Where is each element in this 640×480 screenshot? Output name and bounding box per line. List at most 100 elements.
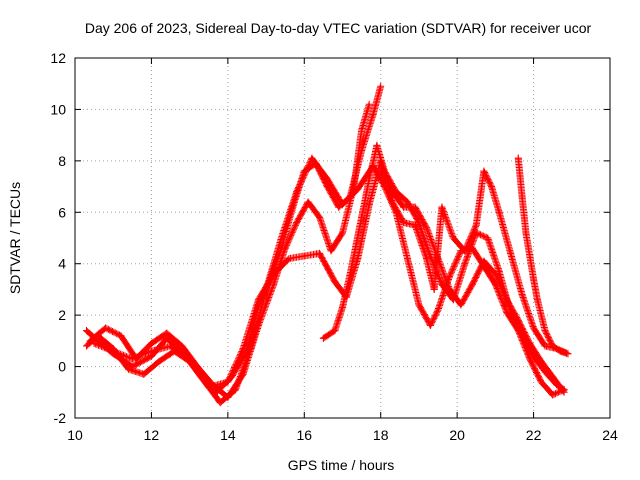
x-tick-label: 22 [526, 427, 542, 443]
data-point [549, 373, 557, 381]
plus-marker-segment [514, 154, 526, 199]
data-point [514, 327, 522, 335]
x-tick-label: 24 [602, 427, 618, 443]
data-point [480, 167, 488, 175]
data-point [403, 255, 411, 263]
data-point [323, 175, 331, 183]
x-tick-label: 10 [67, 427, 83, 443]
data-point [239, 345, 247, 353]
chart-title: Day 206 of 2023, Sidereal Day-to-day VTE… [85, 20, 592, 36]
data-point [495, 208, 503, 216]
data-point [484, 234, 492, 242]
data-point [400, 203, 408, 211]
data-point [128, 355, 136, 363]
y-tick-label: 2 [58, 307, 66, 323]
data-point [293, 188, 301, 196]
data-point [216, 399, 224, 407]
y-tick-labels: -2 0 2 4 6 8 10 12 [50, 50, 66, 426]
data-point [377, 82, 385, 90]
data-point [354, 185, 362, 193]
x-tick-label: 20 [449, 427, 465, 443]
data-point [331, 327, 339, 335]
data-point [518, 291, 526, 299]
data-point [461, 260, 469, 268]
data-point [247, 345, 255, 353]
data-point [556, 347, 564, 355]
data-point [354, 255, 362, 263]
data-point [503, 296, 511, 304]
data-point [94, 332, 102, 340]
data-point [147, 347, 155, 355]
y-tick-label: 0 [58, 359, 66, 375]
y-tick-label: 8 [58, 153, 66, 169]
data-point [491, 270, 499, 278]
data-point [304, 198, 312, 206]
data-point [549, 342, 557, 350]
plus-marker-segment [488, 183, 503, 215]
y-tick-label: 4 [58, 256, 66, 272]
data-point [102, 324, 110, 332]
data-point [369, 162, 377, 170]
data-point [411, 203, 419, 211]
data-point [155, 357, 163, 365]
plus-marker-segment [404, 255, 422, 307]
data-point [270, 280, 278, 288]
y-axis-label: SDTVAR / TECUs [7, 182, 23, 294]
x-tick-labels: 10 12 14 16 18 20 22 24 [67, 427, 618, 443]
data-point [415, 301, 423, 309]
data-point [507, 249, 515, 257]
data-point [373, 141, 381, 149]
data-point [285, 255, 293, 263]
x-tick-label: 14 [220, 427, 236, 443]
plus-marker-segment [526, 252, 537, 282]
data-point [449, 234, 457, 242]
data-point [331, 278, 339, 286]
data-point [514, 154, 522, 162]
data-point [430, 285, 438, 293]
data-point [293, 219, 301, 227]
data-point [530, 275, 538, 283]
x-axis-label: GPS time / hours [288, 457, 395, 473]
data-point [90, 339, 98, 347]
data-point [300, 252, 308, 260]
data-point [468, 244, 476, 252]
data-point [147, 339, 155, 347]
data-point [461, 247, 469, 255]
data-point [457, 301, 465, 309]
data-point [224, 378, 232, 386]
data-point [564, 350, 572, 358]
data-point [526, 252, 534, 260]
data-point [335, 203, 343, 211]
data-point [526, 339, 534, 347]
data-point [480, 257, 488, 265]
data-point [308, 154, 316, 162]
data-point [365, 100, 373, 108]
data-point [270, 270, 278, 278]
series-track-f [377, 167, 568, 396]
plus-marker-segment [369, 84, 384, 119]
data-point [163, 329, 171, 337]
data-point [167, 342, 175, 350]
data-point [434, 255, 442, 263]
data-point [423, 255, 431, 263]
y-tick-label: 12 [50, 50, 66, 66]
data-point [109, 347, 117, 355]
data-point [82, 342, 90, 350]
x-tick-label: 18 [373, 427, 389, 443]
data-point [254, 296, 262, 304]
data-point [446, 285, 453, 293]
data-point [319, 334, 327, 342]
data-point [514, 316, 522, 324]
x-tick-label: 12 [144, 427, 160, 443]
data-point [434, 306, 442, 314]
data-point [82, 327, 90, 335]
data-point [358, 213, 366, 221]
y-tick-label: -2 [54, 410, 67, 426]
data-point [365, 201, 373, 209]
data-point [472, 221, 480, 229]
plus-marker-segment [522, 229, 533, 258]
data-series [82, 82, 572, 407]
data-point [339, 303, 346, 311]
data-point [232, 386, 239, 394]
